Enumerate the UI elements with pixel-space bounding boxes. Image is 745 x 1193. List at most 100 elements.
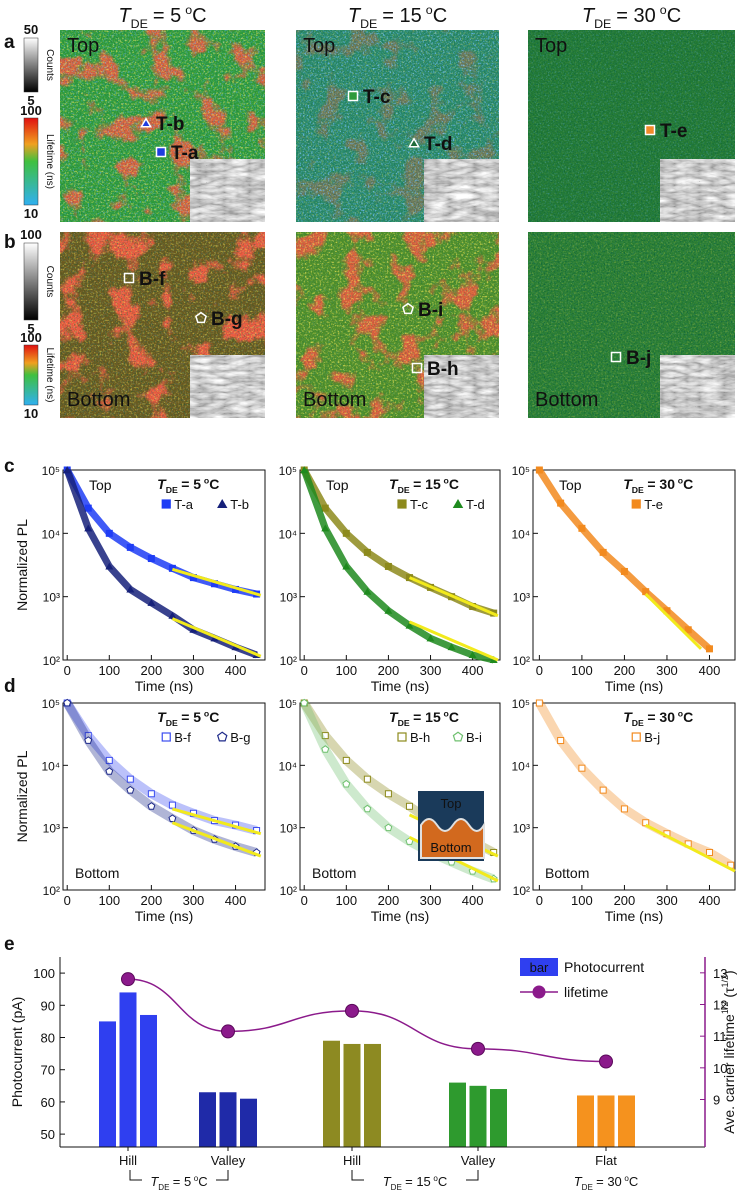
y-tick-label: 10⁴ [511, 527, 530, 541]
lifetime-point [471, 1041, 485, 1056]
site-label: B-i [418, 300, 443, 321]
decay-chart: 0 100 200 300 400 10² 10³ 10⁴ 10⁵ Time (ns) Normal… [14, 464, 266, 694]
decay-trace [64, 468, 258, 598]
x-axis-label: Time (ns) [605, 908, 664, 924]
data-point [535, 699, 543, 707]
y-tick-label: 10⁵ [512, 697, 530, 711]
data-point [384, 562, 392, 570]
micrograph [528, 30, 735, 222]
x-tick-label: 200 [378, 663, 400, 678]
micrograph-inset [660, 159, 735, 222]
unit: C [449, 709, 459, 725]
data-point [63, 466, 72, 474]
superscript: o [204, 708, 209, 718]
legend-label: B-j [644, 730, 660, 745]
colorbar-tick: 100 [20, 227, 42, 242]
side-label: Bottom [67, 389, 130, 411]
data-point [578, 524, 586, 532]
superscript: o [194, 1174, 199, 1183]
value: = 15 [405, 1174, 431, 1189]
symbol: T [389, 476, 399, 492]
data-point [342, 756, 350, 764]
legend-point [532, 985, 546, 999]
value: = 5 [153, 5, 181, 27]
site-marker [155, 146, 167, 158]
x-axis-label: Time (ns) [135, 678, 194, 694]
data-point [168, 611, 177, 619]
x-tick-label: 300 [420, 893, 442, 908]
data-point [342, 562, 351, 570]
decay-trace [300, 468, 495, 664]
data-point [168, 801, 176, 809]
micrograph [296, 232, 499, 418]
x-tick-label: 100 [571, 893, 593, 908]
panel-label: d [4, 676, 16, 697]
side-label: Bottom [535, 389, 598, 411]
value: = 15 [413, 709, 441, 725]
subscript: DE [166, 485, 178, 495]
data-point [126, 785, 135, 794]
symbol: T [582, 5, 596, 27]
bar-line-chart: 50 60 70 80 90 100 9 10 11 12 13 Hill Valley Hill Vall… [9, 957, 737, 1192]
legend-label: B-i [466, 730, 482, 745]
inset-film [420, 818, 485, 859]
x-tick-label: 300 [183, 663, 205, 678]
y-axis-label: Normalized PL [14, 519, 30, 611]
subscript: DE [398, 718, 410, 728]
group-bracket [351, 1170, 479, 1181]
y-tick-label: 10³ [513, 591, 530, 605]
micrograph-inset [424, 355, 499, 418]
x-tick-label: 100 [98, 663, 120, 678]
x-tick-label: Flat [595, 1153, 617, 1168]
colorbar-tick: 50 [24, 22, 38, 37]
fit-line [408, 576, 499, 618]
label-open: (τ [721, 987, 737, 998]
site-label: T-c [363, 87, 391, 108]
y-tick-label: 10² [280, 884, 297, 898]
legend-symbol [397, 732, 407, 742]
plot-frame [299, 469, 501, 661]
x-tick-label: 200 [378, 893, 400, 908]
y-tick-label: 10² [43, 654, 60, 668]
site-label: T-d [424, 134, 453, 155]
value: = 30 [647, 476, 675, 492]
y-tick-label: 10³ [280, 591, 297, 605]
y-tick-label: 10⁴ [278, 759, 297, 773]
bar [240, 1098, 257, 1147]
data-point [557, 499, 565, 507]
temperature-label: TDE = 15 oC [383, 1174, 448, 1192]
data-point [342, 779, 351, 788]
bar [618, 1095, 635, 1147]
data-point [126, 543, 134, 551]
lifetime-colorbar [23, 117, 39, 206]
colorbar-label: Counts [44, 266, 55, 298]
y-tick-label: 60 [41, 1095, 55, 1110]
x-tick-label: 400 [699, 893, 721, 908]
bar [469, 1085, 487, 1147]
superscript: o [433, 1174, 438, 1183]
superscript: o [185, 3, 192, 17]
fit-line [171, 821, 262, 858]
data-point [321, 732, 329, 740]
data-point [447, 643, 456, 651]
x-tick-label: 0 [301, 663, 308, 678]
legend-symbol [631, 499, 641, 509]
site-marker [347, 90, 359, 102]
y-tick-label: 10² [280, 654, 297, 668]
y-tick-label: 10³ [43, 822, 60, 836]
data-point [363, 775, 371, 783]
data-point [405, 802, 413, 810]
surface-note: Top [89, 477, 112, 493]
bar [364, 1043, 381, 1147]
label-close: ) [721, 970, 737, 975]
y-tick-label: 10⁵ [42, 464, 60, 478]
site-marker [407, 137, 421, 148]
legend-label: T-c [410, 497, 429, 512]
plot-frame [62, 469, 266, 661]
y2-tick-label: 11 [713, 1029, 727, 1044]
bar [99, 1021, 116, 1147]
surface-note: Bottom [545, 865, 589, 881]
unit: C [209, 709, 219, 725]
data-point [384, 790, 392, 798]
